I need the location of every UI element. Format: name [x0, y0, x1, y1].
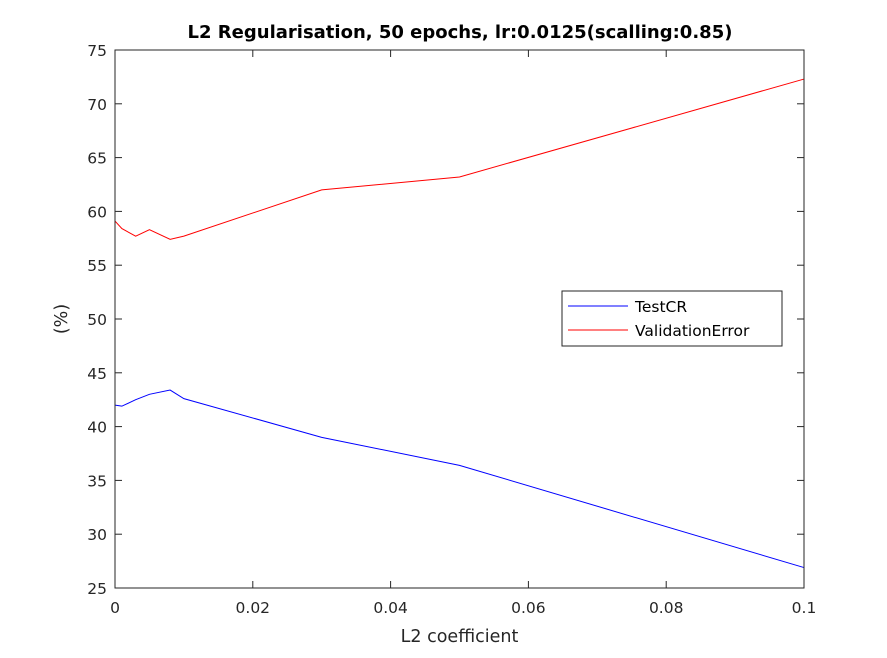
x-axis-label: L2 coefficient: [401, 627, 519, 647]
lines-layer: [114, 78, 805, 569]
y-tick-label: 30: [87, 526, 107, 544]
y-axis-label: (%): [52, 304, 72, 334]
y-tick-label: 35: [87, 472, 107, 490]
y-tick-label: 70: [87, 96, 107, 114]
series-line-validationerror: [114, 78, 805, 240]
x-tick-label: 0.04: [373, 599, 408, 617]
y-tick-label: 25: [87, 580, 107, 598]
y-tick-label: 50: [87, 311, 107, 329]
legend-label-testcr: TestCR: [634, 298, 687, 316]
legend-label-validationerror: ValidationError: [635, 322, 750, 340]
x-tick-label: 0.08: [649, 599, 684, 617]
y-tick-label: 40: [87, 419, 107, 437]
y-tick-label: 60: [87, 203, 107, 221]
ticks-layer: 0 0.02 0.04 0.06 0.08 0.1 25 30 35 40 45 50 55 60 65 70…: [87, 42, 816, 617]
y-tick-label: 75: [87, 42, 107, 60]
x-tick-label: 0.02: [236, 599, 271, 617]
chart-title: L2 Regularisation, 50 epochs, lr:0.0125(…: [188, 22, 733, 43]
legend-box: [561, 290, 783, 347]
x-tick-label: 0.06: [511, 599, 546, 617]
x-tick-label: 0: [110, 599, 120, 617]
y-tick-label: 55: [87, 257, 107, 275]
x-tick-label: 0.1: [792, 599, 817, 617]
y-tick-label: 45: [87, 365, 107, 383]
legend: TestCR ValidationError: [561, 290, 783, 347]
y-tick-label: 65: [87, 150, 107, 168]
series-line-testcr: [114, 389, 805, 569]
